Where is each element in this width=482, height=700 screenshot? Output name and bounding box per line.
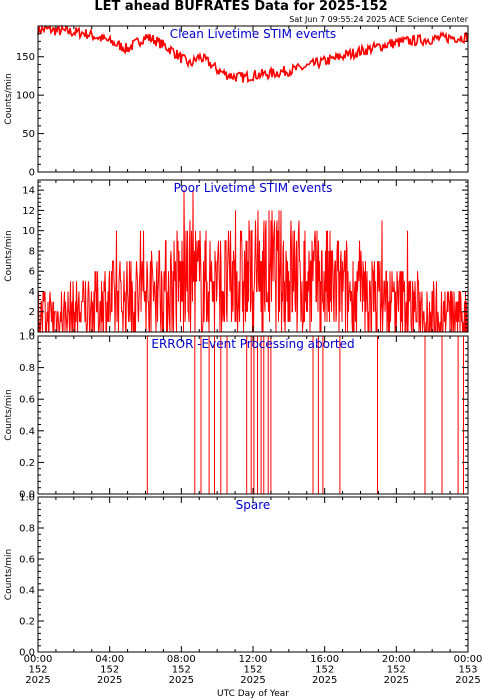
y-tick-label: 0.8 (19, 363, 35, 374)
x-tick-label-line: 16:00 (310, 654, 339, 665)
panel-title: Spare (236, 498, 271, 512)
panel-3: 0.0 0.2 0.4 0.6 0.8 1.0 ERROR -Event Processin… (4, 332, 469, 501)
panel-frame (37, 496, 469, 653)
y-tick-label: 14 (22, 186, 35, 197)
x-axis: 00:00152202504:00152202508:00152202512:0… (24, 654, 482, 686)
y-tick-label: 0.0 (19, 490, 35, 501)
panel-title: ERROR -Event Processing aborted (151, 337, 354, 351)
x-tick-label-line: 2025 (312, 675, 337, 686)
x-tick-label-line: 12:00 (239, 654, 268, 665)
timestamp-label: Sat Jun 7 09:55:24 2025 ACE Science Cent… (289, 15, 468, 24)
x-tick-label-line: 2025 (25, 675, 50, 686)
y-tick-label: 0 (29, 168, 35, 179)
x-tick-label-line: 152 (315, 665, 334, 676)
y-tick-label: 1.0 (19, 493, 35, 504)
y-tick-label: 0.6 (19, 395, 35, 406)
x-tick-label-line: 04:00 (95, 654, 124, 665)
x-tick-label-line: 2025 (169, 675, 194, 686)
x-tick-label-line: 152 (387, 665, 406, 676)
y-tick-label: 0 (29, 328, 35, 339)
y-axis-label: Counts/min (4, 230, 14, 281)
data-line (37, 24, 469, 84)
x-tick-label-line: 20:00 (382, 654, 411, 665)
x-tick-label-line: 2025 (97, 675, 122, 686)
y-tick-label: 6 (29, 267, 35, 278)
y-axis-label: Counts/min (4, 73, 14, 124)
panel-2: 0 2 4 6 8 10 12 14 Poor Livetime STIM events Coun… (4, 179, 469, 339)
x-tick-label-line: 152 (243, 665, 262, 676)
y-tick-label: 0.4 (19, 586, 35, 597)
x-tick-label-line: 00:00 (454, 654, 482, 665)
y-axis-label: Counts/min (4, 549, 14, 600)
y-tick-label: 0.8 (19, 524, 35, 535)
y-tick-label: 0.2 (19, 458, 35, 469)
y-tick-label: 4 (29, 287, 35, 298)
x-tick-label-line: 00:00 (24, 654, 53, 665)
y-tick-label: 0.0 (19, 648, 35, 659)
y-tick-label: 0.2 (19, 617, 35, 628)
y-tick-label: 0.6 (19, 555, 35, 566)
y-tick-label: 10 (22, 226, 35, 237)
x-tick-label-line: 152 (28, 665, 47, 676)
y-axis-label: Counts/min (4, 389, 14, 440)
panel-title: Clean Livetime STIM events (170, 27, 336, 41)
x-tick-label-line: 2025 (240, 675, 265, 686)
y-tick-label: 0.4 (19, 426, 35, 437)
data-line (37, 190, 468, 333)
y-tick-label: 150 (16, 52, 35, 63)
x-tick-label-line: 152 (172, 665, 191, 676)
x-tick-label-line: 08:00 (167, 654, 196, 665)
x-tick-label-line: 2025 (384, 675, 409, 686)
y-tick-label: 1.0 (19, 332, 35, 343)
y-tick-label: 12 (22, 206, 35, 217)
panel-4: 0.0 0.2 0.4 0.6 0.8 1.0 Spare Counts/min (4, 493, 469, 659)
panel-title: Poor Livetime STIM events (174, 181, 333, 195)
x-tick-label-line: 2025 (455, 675, 480, 686)
y-tick-label: 100 (16, 91, 35, 102)
y-tick-label: 50 (22, 129, 35, 140)
x-tick-label-line: 153 (458, 665, 477, 676)
panel-1: 0 50 100 150 Clean Livetime STIM events Count… (4, 24, 469, 179)
y-tick-label: 2 (29, 307, 35, 318)
data-line (38, 336, 468, 495)
panel-frame (37, 335, 469, 495)
y-tick-label: 8 (29, 246, 35, 257)
panel-frame (37, 25, 469, 173)
chart-title: LET ahead BUFRATES Data for 2025-152 (94, 0, 387, 14)
x-tick-label-line: 152 (100, 665, 119, 676)
x-axis-label: UTC Day of Year (217, 689, 289, 699)
